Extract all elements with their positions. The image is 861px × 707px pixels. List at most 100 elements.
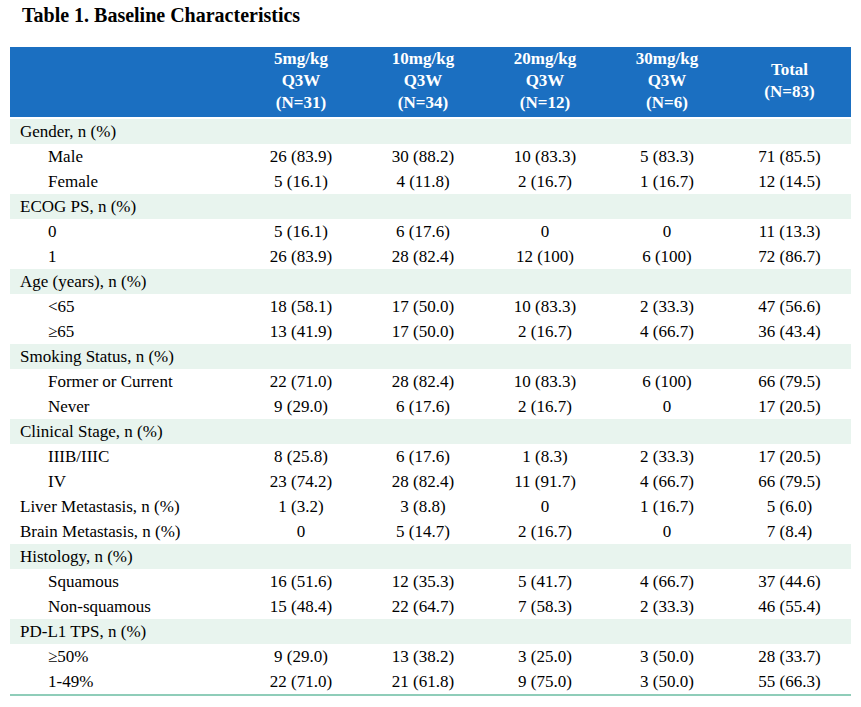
- cell-value: 5 (6.0): [728, 494, 851, 519]
- cell-value: 72 (86.7): [728, 244, 851, 269]
- cell-value: 2 (33.3): [606, 594, 728, 619]
- column-header-line: (N=31): [240, 92, 362, 114]
- cell-value: 11 (13.3): [728, 219, 851, 244]
- cell-value: 18 (58.1): [240, 294, 362, 319]
- column-header-line: 10mg/kg: [362, 48, 484, 70]
- column-header-line: 30mg/kg: [606, 48, 728, 70]
- row-label: Female: [10, 169, 240, 194]
- column-header: 5mg/kgQ3W(N=31): [240, 47, 362, 118]
- category-row: Histology, n (%): [10, 544, 851, 569]
- header-row: 5mg/kgQ3W(N=31)10mg/kgQ3W(N=34)20mg/kgQ3…: [10, 47, 851, 118]
- cell-value: 2 (16.7): [484, 394, 606, 419]
- cell-value: 4 (66.7): [606, 569, 728, 594]
- category-row: Age (years), n (%): [10, 269, 851, 294]
- cell-value: 28 (82.4): [362, 469, 484, 494]
- row-label: IV: [10, 469, 240, 494]
- cell-value: 6 (17.6): [362, 394, 484, 419]
- cell-value: 28 (33.7): [728, 644, 851, 669]
- cell-value: 6 (100): [606, 244, 728, 269]
- row-label: Male: [10, 144, 240, 169]
- row-label: Age (years), n (%): [10, 269, 851, 294]
- cell-value: 17 (20.5): [728, 444, 851, 469]
- cell-value: 6 (17.6): [362, 444, 484, 469]
- category-row: PD-L1 TPS, n (%): [10, 619, 851, 644]
- row-label: ECOG PS, n (%): [10, 194, 851, 219]
- cell-value: 66 (79.5): [728, 469, 851, 494]
- cell-value: 71 (85.5): [728, 144, 851, 169]
- cell-value: 4 (66.7): [606, 469, 728, 494]
- column-header-line: Q3W: [484, 70, 606, 92]
- cell-value: 4 (66.7): [606, 319, 728, 344]
- cell-value: 9 (29.0): [240, 394, 362, 419]
- category-row: Clinical Stage, n (%): [10, 419, 851, 444]
- cell-value: 6 (17.6): [362, 219, 484, 244]
- row-label: Smoking Status, n (%): [10, 344, 851, 369]
- cell-value: 9 (75.0): [484, 669, 606, 695]
- cell-value: 9 (29.0): [240, 644, 362, 669]
- table-row: <6518 (58.1)17 (50.0)10 (83.3)2 (33.3)47…: [10, 294, 851, 319]
- cell-value: 17 (20.5): [728, 394, 851, 419]
- row-label: Former or Current: [10, 369, 240, 394]
- table-row: IIIB/IIIC8 (25.8)6 (17.6)1 (8.3)2 (33.3)…: [10, 444, 851, 469]
- table-row: Brain Metastasis, n (%)05 (14.7)2 (16.7)…: [10, 519, 851, 544]
- row-label: Non-squamous: [10, 594, 240, 619]
- row-label: 0: [10, 219, 240, 244]
- row-label: Clinical Stage, n (%): [10, 419, 851, 444]
- cell-value: 2 (16.7): [484, 169, 606, 194]
- column-header-line: (N=34): [362, 92, 484, 114]
- cell-value: 66 (79.5): [728, 369, 851, 394]
- table-row: IV23 (74.2)28 (82.4)11 (91.7)4 (66.7)66 …: [10, 469, 851, 494]
- cell-value: 12 (100): [484, 244, 606, 269]
- column-header-line: Q3W: [362, 70, 484, 92]
- cell-value: 0: [484, 219, 606, 244]
- cell-value: 28 (82.4): [362, 369, 484, 394]
- cell-value: 47 (56.6): [728, 294, 851, 319]
- table-row: Liver Metastasis, n (%)1 (3.2)3 (8.8)01 …: [10, 494, 851, 519]
- cell-value: 10 (83.3): [484, 369, 606, 394]
- column-header: Total(N=83): [728, 47, 851, 118]
- row-label: PD-L1 TPS, n (%): [10, 619, 851, 644]
- row-label: 1: [10, 244, 240, 269]
- cell-value: 3 (8.8): [362, 494, 484, 519]
- cell-value: 17 (50.0): [362, 319, 484, 344]
- cell-value: 6 (100): [606, 369, 728, 394]
- cell-value: 2 (33.3): [606, 294, 728, 319]
- table-row: 1-49%22 (71.0)21 (61.8)9 (75.0)3 (50.0)5…: [10, 669, 851, 695]
- cell-value: 3 (25.0): [484, 644, 606, 669]
- cell-value: 4 (11.8): [362, 169, 484, 194]
- cell-value: 23 (74.2): [240, 469, 362, 494]
- cell-value: 10 (83.3): [484, 144, 606, 169]
- cell-value: 5 (83.3): [606, 144, 728, 169]
- cell-value: 11 (91.7): [484, 469, 606, 494]
- table-body: Gender, n (%)Male26 (83.9)30 (88.2)10 (8…: [10, 118, 851, 695]
- cell-value: 26 (83.9): [240, 144, 362, 169]
- column-header-line: Q3W: [606, 70, 728, 92]
- page: Table 1. Baseline Characteristics 5mg/kg…: [0, 0, 861, 707]
- column-header-line: (N=12): [484, 92, 606, 114]
- cell-value: 2 (16.7): [484, 319, 606, 344]
- row-label: Squamous: [10, 569, 240, 594]
- cell-value: 12 (35.3): [362, 569, 484, 594]
- category-row: ECOG PS, n (%): [10, 194, 851, 219]
- cell-value: 10 (83.3): [484, 294, 606, 319]
- cell-value: 1 (16.7): [606, 494, 728, 519]
- cell-value: 1 (8.3): [484, 444, 606, 469]
- cell-value: 46 (55.4): [728, 594, 851, 619]
- row-label: Brain Metastasis, n (%): [10, 519, 240, 544]
- row-label: ≥50%: [10, 644, 240, 669]
- column-header-line: Q3W: [240, 70, 362, 92]
- cell-value: 55 (66.3): [728, 669, 851, 695]
- cell-value: 36 (43.4): [728, 319, 851, 344]
- row-label: <65: [10, 294, 240, 319]
- cell-value: 13 (41.9): [240, 319, 362, 344]
- column-header-line: Total: [728, 59, 851, 81]
- header-empty-cell: [10, 47, 240, 118]
- cell-value: 2 (33.3): [606, 444, 728, 469]
- table-row: Female5 (16.1)4 (11.8)2 (16.7)1 (16.7)12…: [10, 169, 851, 194]
- table-row: ≥50%9 (29.0)13 (38.2)3 (25.0)3 (50.0)28 …: [10, 644, 851, 669]
- cell-value: 22 (64.7): [362, 594, 484, 619]
- cell-value: 7 (8.4): [728, 519, 851, 544]
- table-row: Never9 (29.0)6 (17.6)2 (16.7)017 (20.5): [10, 394, 851, 419]
- cell-value: 5 (41.7): [484, 569, 606, 594]
- column-header-line: (N=6): [606, 92, 728, 114]
